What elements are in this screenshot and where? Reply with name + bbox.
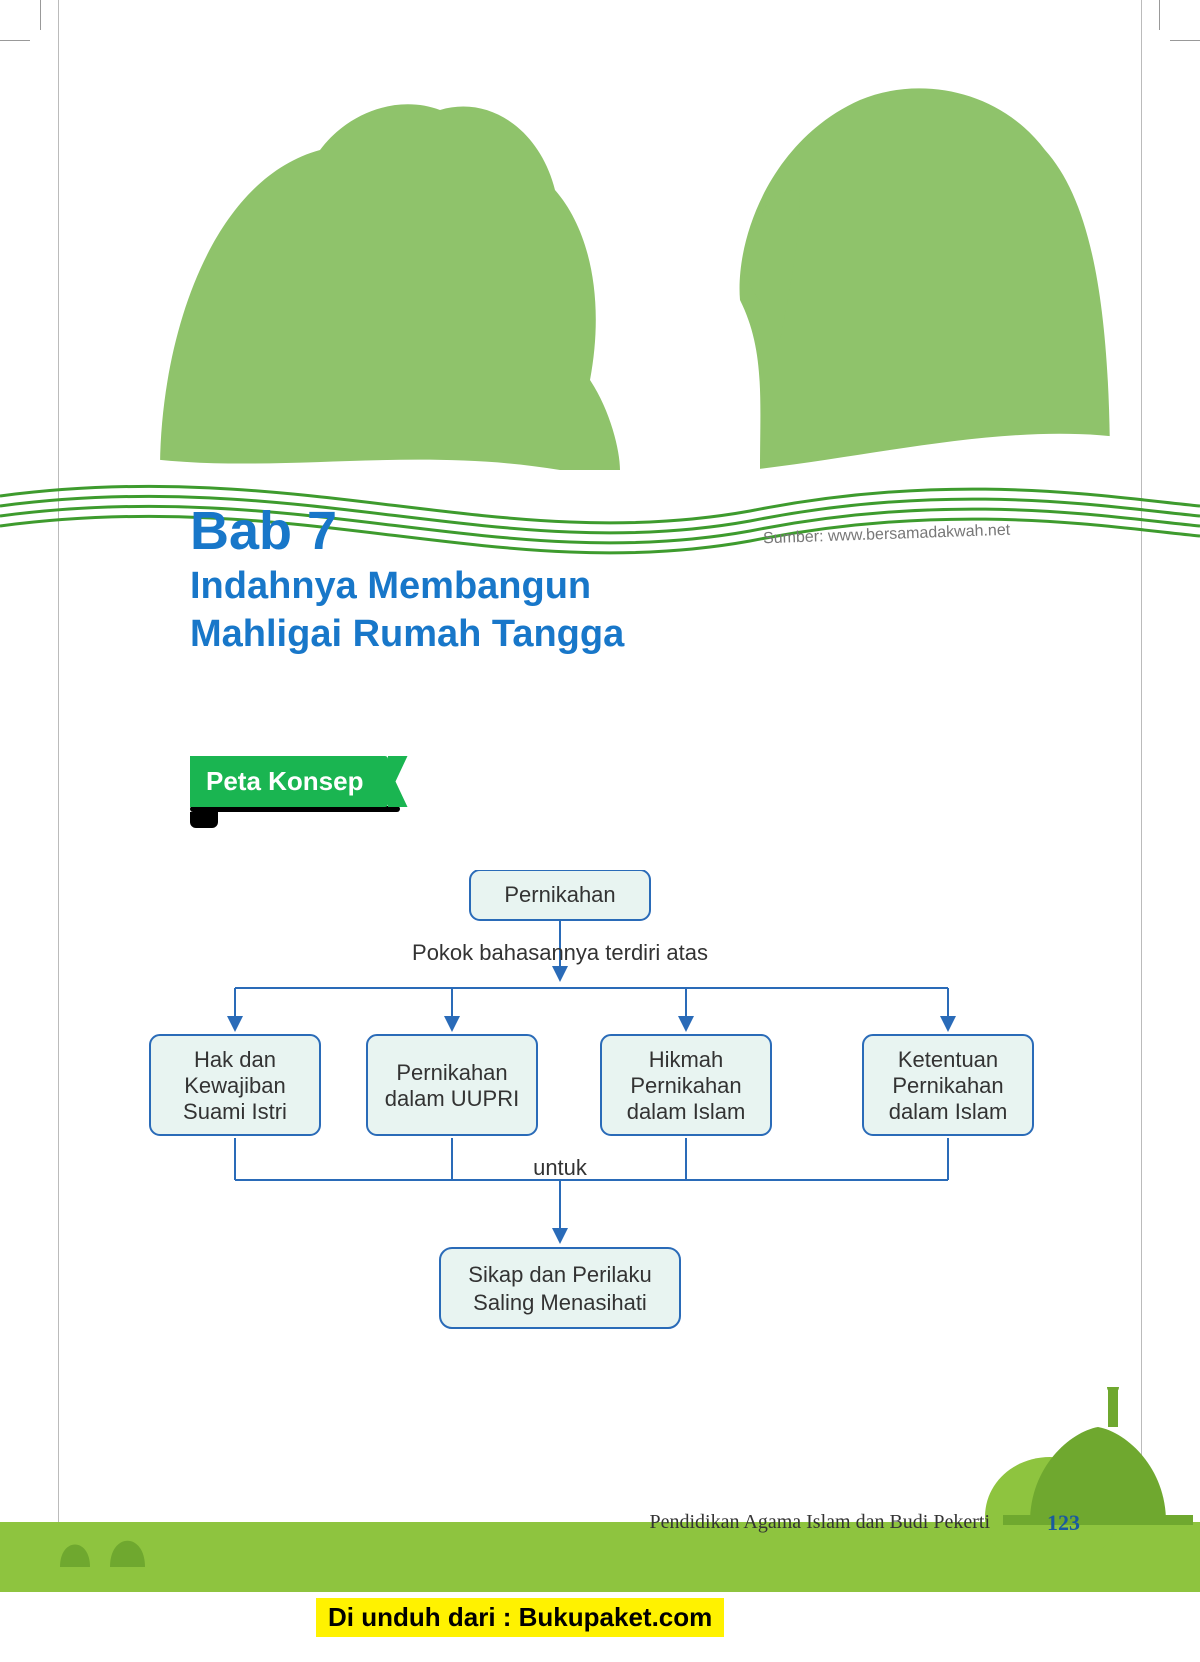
chapter-title-line2: Mahligai Rumah Tangga: [190, 612, 624, 658]
margin-guide: [58, 0, 59, 1560]
download-source: Di unduh dari : Bukupaket.com: [316, 1598, 724, 1637]
crop-mark: [0, 40, 30, 41]
svg-text:Ketentuan: Ketentuan: [898, 1047, 998, 1072]
chapter-number: Bab 7: [190, 500, 624, 562]
svg-text:Saling Menasihati: Saling Menasihati: [473, 1290, 647, 1315]
concept-map: Pernikahan Pokok bahasannya terdiri atas…: [60, 870, 1140, 1390]
svg-text:dalam Islam: dalam Islam: [627, 1099, 746, 1124]
node-result: Sikap dan Perilaku Saling Menasihati: [440, 1248, 680, 1328]
svg-text:Suami Istri: Suami Istri: [183, 1099, 287, 1124]
node-child-2: Hikmah Pernikahan dalam Islam: [601, 1035, 771, 1135]
footer-book-title: Pendidikan Agama Islam dan Budi Pekerti: [650, 1511, 991, 1534]
crop-mark: [40, 0, 41, 30]
svg-text:Sikap dan Perilaku: Sikap dan Perilaku: [468, 1262, 651, 1287]
svg-text:Hak dan: Hak dan: [194, 1047, 276, 1072]
title-block: Bab 7 Indahnya Membangun Mahligai Rumah …: [190, 500, 624, 657]
page: Bab 7 Indahnya Membangun Mahligai Rumah …: [0, 0, 1200, 1662]
svg-text:Kewajiban: Kewajiban: [184, 1073, 286, 1098]
connector-label-1: Pokok bahasannya terdiri atas: [412, 940, 708, 965]
node-child-1: Pernikahan dalam UUPRI: [367, 1035, 537, 1135]
hero-illustration: [60, 40, 1140, 470]
svg-text:dalam UUPRI: dalam UUPRI: [385, 1086, 519, 1111]
page-number: 123: [1047, 1510, 1080, 1536]
svg-text:Pernikahan: Pernikahan: [630, 1073, 741, 1098]
svg-text:Pernikahan: Pernikahan: [892, 1073, 1003, 1098]
node-child-0: Hak dan Kewajiban Suami Istri: [150, 1035, 320, 1135]
svg-text:dalam Islam: dalam Islam: [889, 1099, 1008, 1124]
chapter-title-line1: Indahnya Membangun: [190, 564, 624, 610]
connector-label-2: untuk: [533, 1155, 588, 1180]
svg-text:Pernikahan: Pernikahan: [396, 1060, 507, 1085]
node-root: Pernikahan: [470, 870, 650, 920]
badge-tab: [190, 812, 218, 828]
svg-text:Hikmah: Hikmah: [649, 1047, 724, 1072]
footer-illustration: [0, 1387, 1200, 1607]
concept-map-badge: Peta Konsep: [190, 756, 400, 828]
badge-ribbon: Peta Konsep: [190, 756, 388, 807]
node-child-3: Ketentuan Pernikahan dalam Islam: [863, 1035, 1033, 1135]
crop-mark: [1170, 40, 1200, 41]
svg-text:Pernikahan: Pernikahan: [504, 882, 615, 907]
crop-mark: [1159, 0, 1160, 30]
margin-guide: [1141, 0, 1142, 1560]
